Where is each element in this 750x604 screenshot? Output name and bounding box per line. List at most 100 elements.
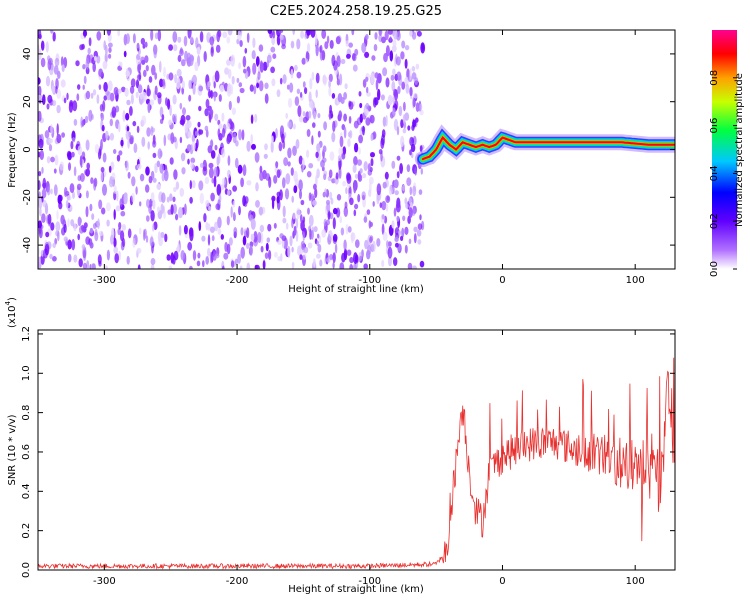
spectrogram-noise-cell (328, 73, 333, 83)
snr-multiplier: (x104) (4, 297, 18, 328)
spectrogram-noise-cell (92, 62, 96, 73)
spectrogram-noise-cell (264, 143, 268, 151)
spectrogram-noise-cell (228, 237, 233, 246)
spectrogram-noise-cell (365, 76, 369, 83)
spectrogram-noise-cell (114, 253, 119, 264)
spectrogram-noise-cell (103, 95, 108, 101)
spectrogram-noise-cell (232, 132, 237, 144)
spectrogram-noise-cell (322, 191, 326, 198)
spectrogram-noise-cell (85, 57, 90, 70)
spectrogram-noise-cell (291, 261, 295, 269)
spectrogram-noise-cell (178, 225, 182, 236)
spectrogram-noise-cell (282, 205, 286, 218)
spectrogram-noise-cell (419, 260, 425, 268)
snr-frame (37, 329, 676, 571)
spectrogram-noise-cell (159, 163, 164, 174)
spectrogram-noise-cell (243, 68, 247, 74)
spectrogram-noise-cell (65, 200, 69, 209)
spectrogram-noise-cell (185, 115, 191, 121)
spectrogram-noise-cell (278, 141, 283, 152)
spectrogram-noise-cell (276, 34, 281, 46)
spectrogram-noise-cell (221, 127, 226, 138)
spectrogram-noise-cell (72, 100, 78, 112)
spectrogram-noise-cell (122, 237, 126, 248)
spectrogram-noise-cell (56, 104, 61, 114)
spectrogram-noise-cell (108, 47, 112, 53)
spectrogram-noise-cell (393, 30, 398, 40)
spectrogram-noise-cell (226, 189, 231, 196)
spectrogram-noise-cell (352, 164, 357, 174)
spectrogram-noise-cell (94, 231, 99, 242)
spectrogram-noise-cell (337, 155, 342, 162)
spectrogram-noise-cell (98, 199, 103, 210)
spectrogram-noise-cell (366, 209, 371, 215)
spectrogram-noise-cell (99, 230, 104, 236)
spectrogram-noise-cell (51, 85, 55, 94)
spectrogram-noise-cell (348, 116, 352, 124)
spectrogram-noise-cell (236, 77, 240, 84)
spectrogram-noise-cell (41, 213, 46, 224)
spectrogram-noise-cell (342, 180, 346, 187)
x-tick-label: -100 (358, 576, 381, 587)
spectrogram-noise-cell (344, 201, 348, 209)
y-tick-label: -40 (22, 237, 33, 253)
spectrogram-noise-cell (294, 96, 300, 106)
spectrogram-noise-cell (400, 135, 405, 148)
spectrogram-noise-cell (302, 216, 306, 224)
spectrogram-noise-cell (50, 124, 53, 135)
x-tick-label: 0 (499, 275, 505, 286)
spectrogram-noise-cell (388, 184, 393, 196)
spectrogram-noise-cell (309, 228, 312, 240)
spectrogram-noise-cell (331, 132, 336, 143)
spectrogram-noise-cell (145, 65, 149, 72)
spectrogram-noise-cell (353, 156, 358, 166)
spectrogram-noise-cell (183, 35, 188, 47)
spectrogram-noise-cell (402, 185, 405, 192)
spectrogram-noise-cell (172, 196, 176, 203)
spectrogram-noise-cell (216, 184, 222, 196)
spectrogram-noise-cell (75, 60, 80, 67)
spectrogram-noise-cell (177, 36, 182, 43)
spectrogram-noise-cell (44, 203, 49, 215)
spectrogram-noise-cell (194, 165, 199, 173)
spectrogram-noise-cell (227, 30, 233, 36)
spectrogram-noise-cell (299, 91, 303, 98)
spectrogram-noise-cell (305, 111, 310, 121)
spectrogram-noise-cell (314, 34, 318, 46)
spectrogram-noise-cell (413, 93, 418, 99)
spectrogram-noise-cell (338, 110, 343, 120)
spectrogram-noise-cell (38, 180, 41, 191)
spectrogram-noise-cell (178, 206, 183, 219)
spectrogram-noise-cell (403, 101, 406, 112)
spectrogram-noise-cell (271, 36, 276, 46)
spectrogram-noise-cell (139, 93, 144, 100)
spectrogram-noise-cell (328, 230, 333, 241)
spectrogram-noise-cell (400, 235, 404, 241)
spectrogram-noise-cell (276, 191, 281, 197)
spectrogram-noise-cell (412, 265, 417, 269)
spectrogram-noise-cell (262, 169, 267, 180)
spectrogram-noise-cell (376, 183, 382, 196)
spectrogram-noise-cell (208, 167, 214, 179)
spectrogram-noise-cell (49, 253, 53, 259)
spectrogram-noise-cell (241, 129, 245, 141)
spectrogram-noise-cell (96, 31, 102, 41)
spectrogram-noise-cell (351, 30, 355, 36)
spectrogram-noise-cell (38, 171, 42, 177)
spectrogram-noise-cell (109, 132, 115, 141)
spectrogram-noise-cell (419, 145, 423, 153)
spectrogram-noise-cell (255, 56, 260, 67)
spectrogram-noise-cell (106, 219, 110, 227)
spectrogram-noise-cell (411, 31, 417, 40)
spectrogram-noise-cell (205, 199, 210, 207)
spectrogram-noise-cell (175, 181, 180, 190)
spectrogram-noise-cell (302, 231, 305, 242)
spectrogram-noise-cell (92, 89, 97, 96)
spectrogram-noise-cell (257, 231, 262, 244)
spectrogram-noise-cell (239, 265, 243, 269)
spectrogram-noise-cell (413, 233, 417, 244)
spectrogram-noise-cell (283, 157, 288, 167)
spectrogram-noise-cell (138, 227, 142, 235)
spectrogram-noise-cell (151, 64, 156, 76)
